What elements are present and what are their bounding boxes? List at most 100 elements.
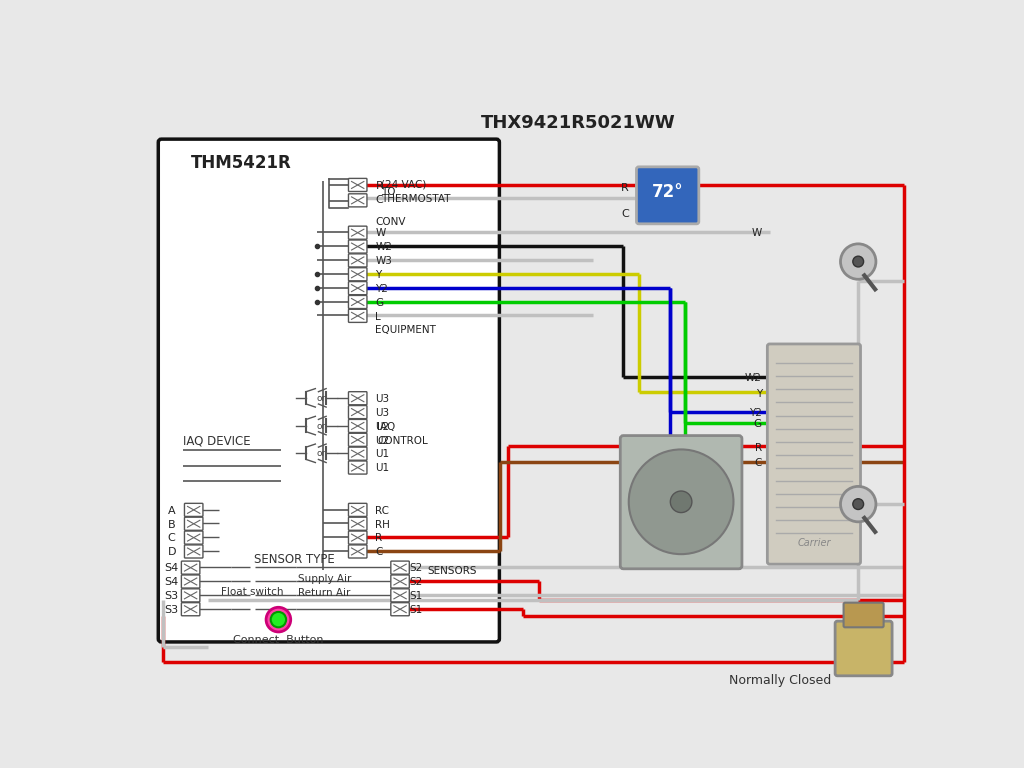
FancyBboxPatch shape: [348, 178, 367, 191]
FancyBboxPatch shape: [348, 282, 367, 295]
Text: or: or: [316, 422, 327, 431]
Text: IAQ DEVICE: IAQ DEVICE: [183, 435, 251, 448]
FancyBboxPatch shape: [348, 433, 367, 446]
Text: S1: S1: [410, 605, 423, 615]
Text: R: R: [621, 183, 629, 193]
Circle shape: [266, 607, 291, 632]
FancyBboxPatch shape: [391, 589, 410, 602]
Text: Y2: Y2: [376, 284, 388, 294]
FancyBboxPatch shape: [348, 310, 367, 323]
Text: S4: S4: [165, 578, 179, 588]
Text: Connect  Button: Connect Button: [233, 635, 324, 645]
FancyBboxPatch shape: [159, 139, 500, 642]
Text: G: G: [754, 419, 762, 429]
Text: W2: W2: [745, 373, 762, 383]
FancyBboxPatch shape: [184, 517, 203, 530]
Text: CONTROL: CONTROL: [377, 435, 428, 445]
Text: or: or: [316, 394, 327, 403]
Text: Normally Closed: Normally Closed: [729, 674, 831, 687]
FancyBboxPatch shape: [391, 561, 410, 574]
FancyBboxPatch shape: [836, 621, 892, 676]
FancyBboxPatch shape: [637, 167, 698, 223]
Text: R: R: [755, 442, 762, 452]
FancyBboxPatch shape: [348, 406, 367, 419]
Text: S4: S4: [165, 564, 179, 574]
Text: U1: U1: [376, 463, 389, 473]
Text: S2: S2: [410, 578, 423, 588]
Text: C: C: [376, 195, 383, 205]
FancyBboxPatch shape: [348, 392, 367, 405]
Text: R: R: [376, 180, 383, 190]
Text: S2: S2: [410, 564, 423, 574]
FancyBboxPatch shape: [184, 545, 203, 558]
Text: W: W: [376, 228, 386, 238]
Text: SENSORS: SENSORS: [428, 566, 477, 576]
FancyBboxPatch shape: [181, 603, 200, 616]
Text: D: D: [168, 548, 176, 558]
Text: B: B: [168, 519, 175, 529]
Text: W2: W2: [376, 243, 392, 253]
FancyBboxPatch shape: [181, 575, 200, 588]
Text: Y: Y: [756, 389, 762, 399]
Text: or: or: [316, 449, 327, 458]
Text: L: L: [376, 312, 381, 322]
Text: (24 VAC): (24 VAC): [381, 179, 426, 189]
FancyBboxPatch shape: [348, 194, 367, 207]
Text: EQUIPMENT: EQUIPMENT: [376, 326, 436, 336]
FancyBboxPatch shape: [184, 503, 203, 516]
Text: RC: RC: [376, 505, 389, 515]
Text: THERMOSTAT: THERMOSTAT: [381, 194, 451, 204]
FancyBboxPatch shape: [348, 503, 367, 516]
FancyBboxPatch shape: [348, 254, 367, 267]
Text: SENSOR TYPE: SENSOR TYPE: [254, 553, 335, 565]
Text: 72°: 72°: [651, 184, 683, 201]
Text: W3: W3: [376, 257, 392, 266]
FancyBboxPatch shape: [348, 296, 367, 309]
FancyBboxPatch shape: [767, 344, 860, 564]
FancyBboxPatch shape: [348, 226, 367, 239]
Circle shape: [270, 612, 286, 627]
Circle shape: [853, 498, 863, 509]
Text: THM5421R: THM5421R: [190, 154, 292, 172]
Text: Y: Y: [376, 270, 382, 280]
Text: C: C: [755, 458, 762, 468]
Text: U3: U3: [376, 394, 389, 404]
Circle shape: [841, 486, 876, 521]
Text: RH: RH: [376, 519, 390, 529]
Text: Supply Air: Supply Air: [298, 574, 352, 584]
Text: U2: U2: [376, 435, 389, 445]
FancyBboxPatch shape: [391, 603, 410, 616]
Text: Y2: Y2: [750, 408, 762, 418]
Text: S1: S1: [410, 591, 423, 601]
Text: TO: TO: [381, 187, 395, 197]
FancyBboxPatch shape: [184, 531, 203, 545]
Text: U1: U1: [376, 449, 389, 459]
Circle shape: [853, 257, 863, 267]
Text: CONV: CONV: [376, 217, 406, 227]
Text: U2: U2: [376, 422, 389, 432]
FancyBboxPatch shape: [844, 603, 884, 627]
Text: THX9421R5021WW: THX9421R5021WW: [481, 114, 676, 132]
FancyBboxPatch shape: [391, 575, 410, 588]
Text: S3: S3: [165, 591, 178, 601]
Text: A: A: [168, 505, 175, 515]
FancyBboxPatch shape: [348, 517, 367, 530]
FancyBboxPatch shape: [348, 240, 367, 253]
Text: C: C: [621, 209, 629, 219]
FancyBboxPatch shape: [348, 531, 367, 545]
FancyBboxPatch shape: [181, 561, 200, 574]
Text: S3: S3: [165, 605, 178, 615]
Text: Carrier: Carrier: [798, 538, 830, 548]
FancyBboxPatch shape: [181, 589, 200, 602]
Text: U3: U3: [376, 408, 389, 418]
Text: C: C: [168, 533, 175, 544]
FancyBboxPatch shape: [348, 545, 367, 558]
Text: G: G: [376, 298, 384, 308]
Circle shape: [841, 244, 876, 280]
FancyBboxPatch shape: [348, 461, 367, 474]
FancyBboxPatch shape: [348, 268, 367, 281]
Circle shape: [671, 491, 692, 512]
Text: R: R: [376, 533, 383, 544]
Text: Float switch: Float switch: [221, 588, 284, 598]
Text: Return Air: Return Air: [298, 588, 351, 598]
